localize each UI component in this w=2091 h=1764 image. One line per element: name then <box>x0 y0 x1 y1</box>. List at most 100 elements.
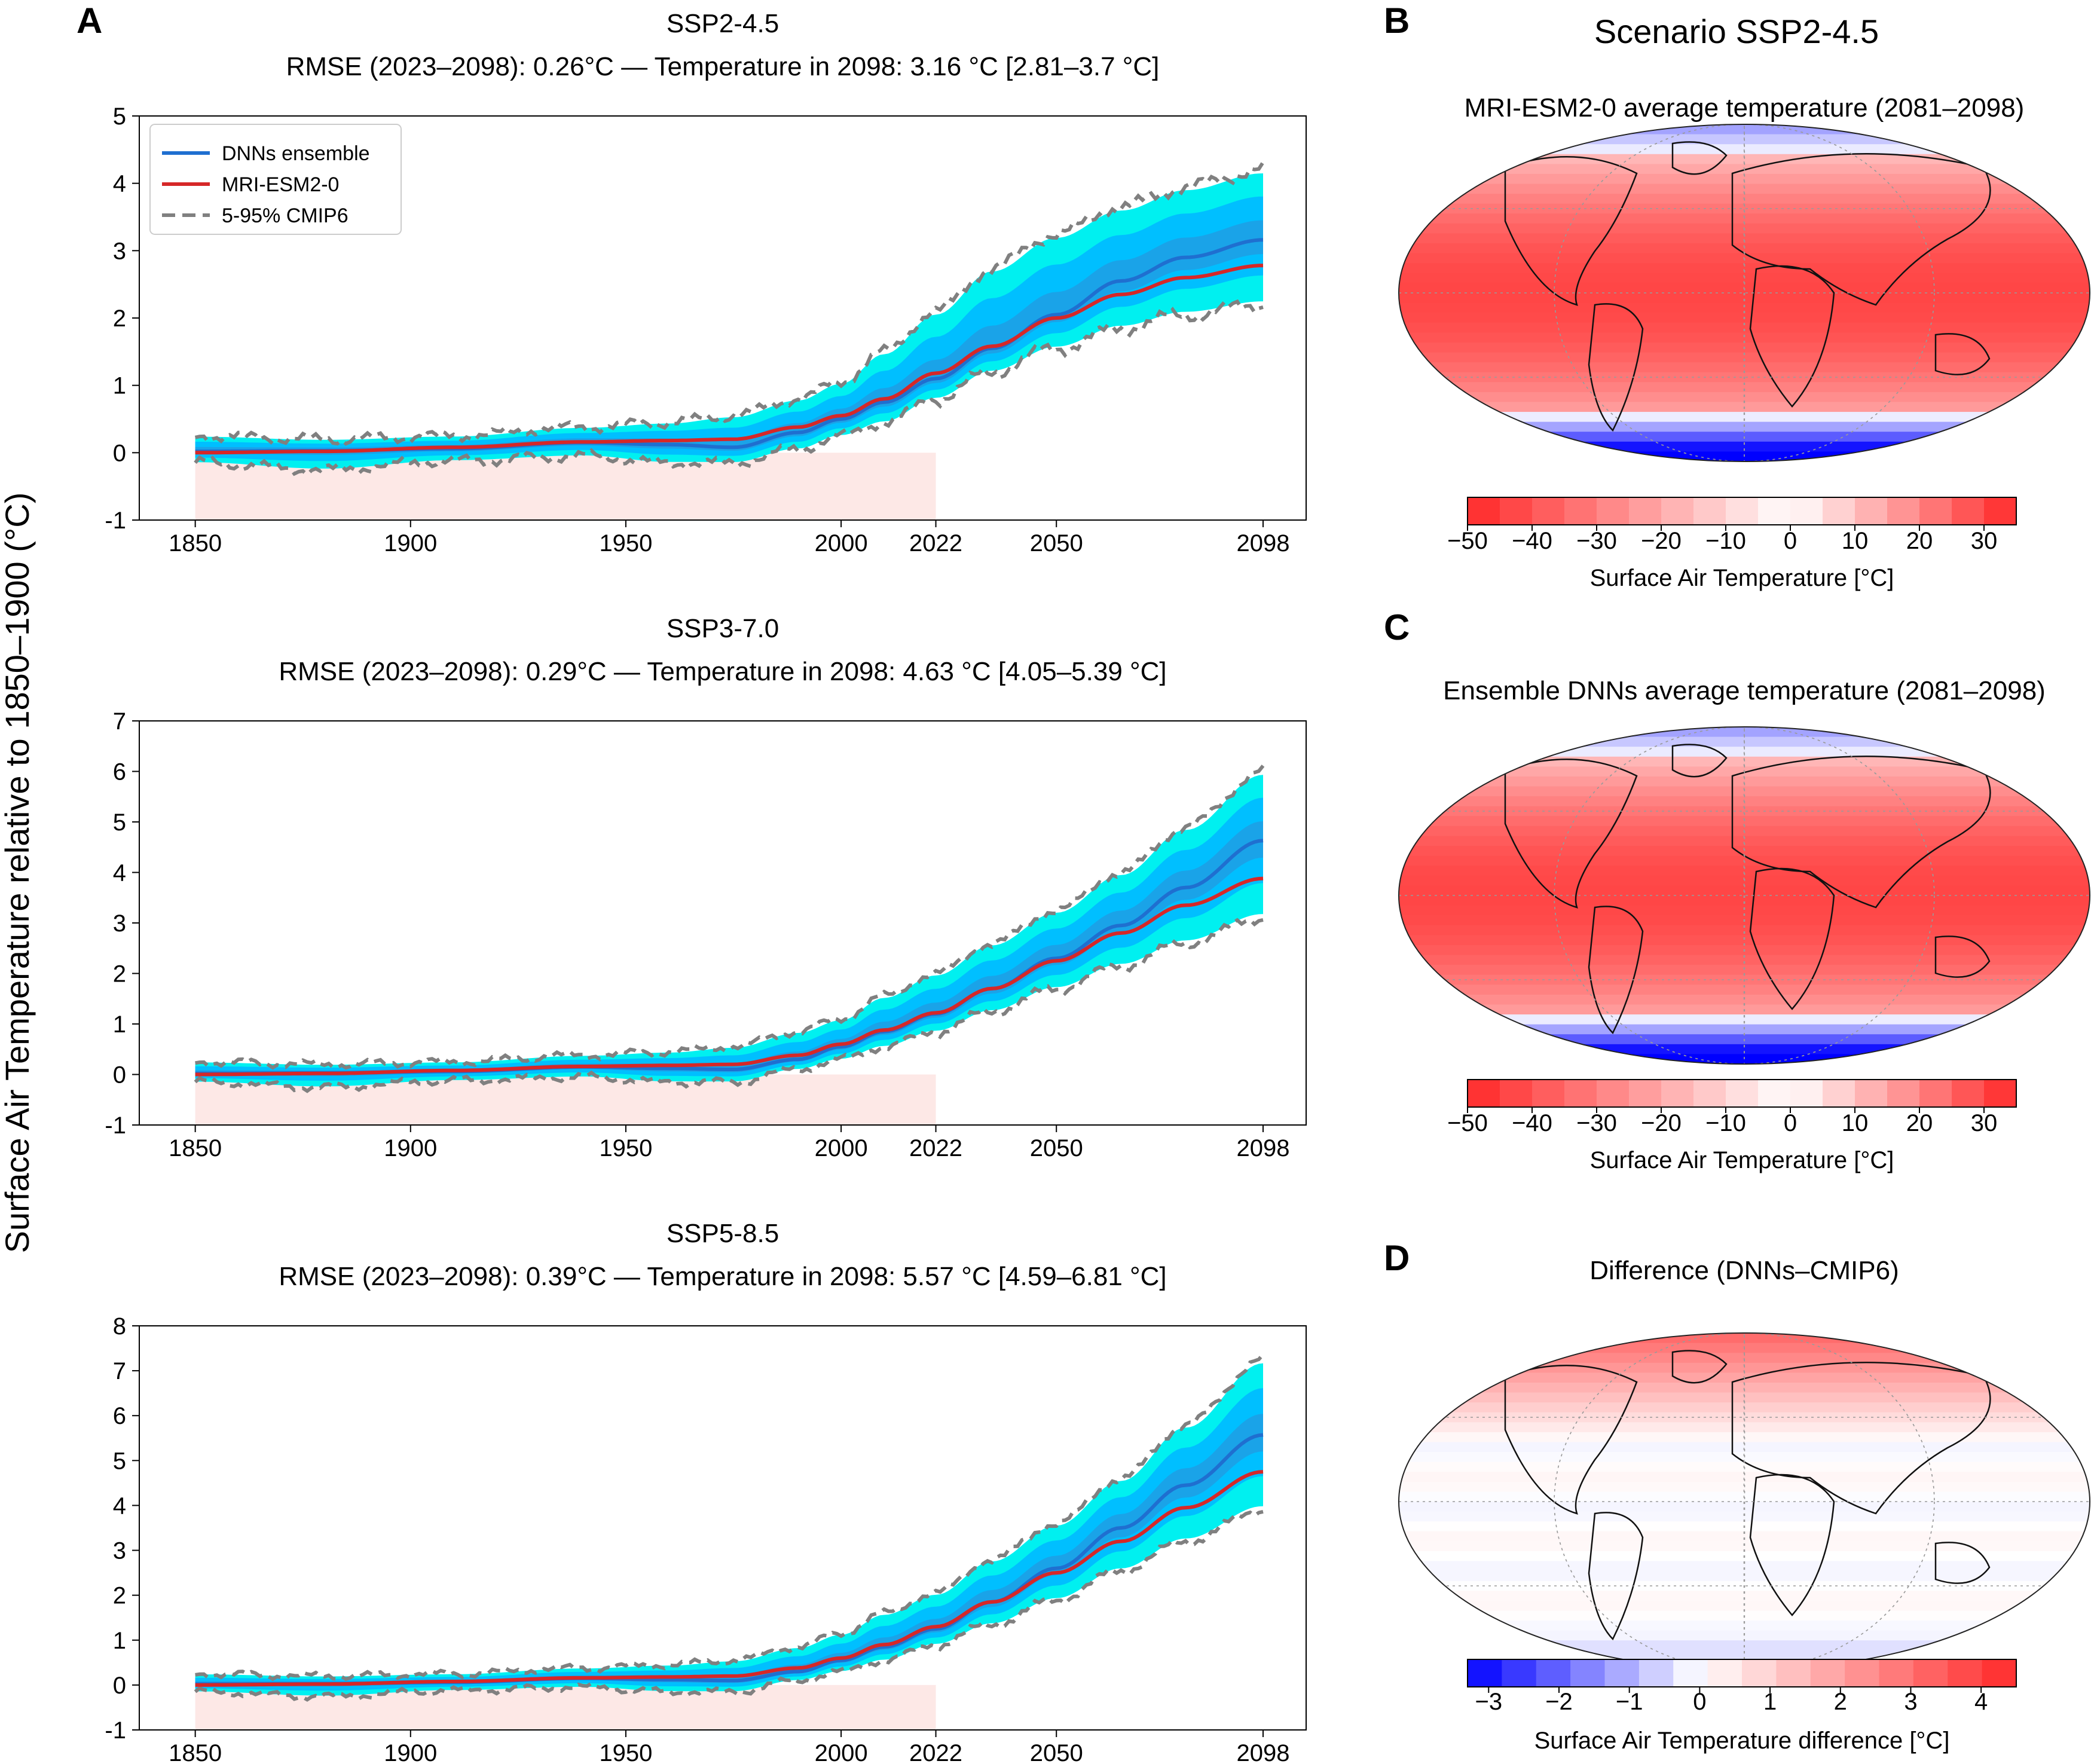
map-lat-band <box>1399 1630 2090 1641</box>
continent-outline <box>1749 265 1835 408</box>
colorbar-cell <box>1855 497 1888 525</box>
panel-letter-c: C <box>1384 607 1410 647</box>
map-lat-band <box>1399 895 2090 906</box>
colorbar-label: Surface Air Temperature [°C] <box>1590 1147 1894 1173</box>
plot-frame <box>139 1325 1307 1731</box>
colorbar-cell <box>1758 1080 1791 1107</box>
x-tick-label: 1950 <box>599 1135 652 1161</box>
y-tick-label: -1 <box>105 508 126 534</box>
legend-model-label: MRI-ESM2-0 <box>222 173 339 196</box>
colorbar-tick-label: 4 <box>1974 1689 1988 1715</box>
colorbar-cell <box>1673 1659 1708 1687</box>
map-lat-band <box>1399 1422 2090 1433</box>
colorbar-tick-label: 10 <box>1842 528 1869 554</box>
x-tick-label: 2098 <box>1236 1740 1289 1764</box>
y-tick-label: 2 <box>113 305 126 332</box>
map-lat-band <box>1399 392 2090 403</box>
continent-outline <box>1731 756 1991 909</box>
x-tick-label: 2022 <box>909 530 962 557</box>
y-tick-label: 4 <box>113 860 126 886</box>
colorbar-tick-label: −50 <box>1447 1110 1488 1136</box>
colorbar-cell <box>1855 1080 1888 1107</box>
y-tick-label: 8 <box>113 1313 126 1340</box>
colorbar-tick-label: 20 <box>1906 1110 1933 1136</box>
map-lat-band <box>1399 1621 2090 1631</box>
map-difference: Difference (DNNs–CMIP6) −3 −2 −1 0 1 2 3 4 Surfac… <box>1398 1256 2090 1754</box>
map-lat-band <box>1399 362 2090 373</box>
continent-outline <box>1588 303 1644 432</box>
map-lat-band <box>1399 1600 2090 1612</box>
colorbar-frame <box>1467 1659 2017 1687</box>
map-lat-band <box>1399 816 2090 827</box>
map-lat-band <box>1399 1571 2090 1582</box>
y-tick-label: 7 <box>113 708 126 735</box>
colorbar-cell <box>1500 497 1533 525</box>
y-tick-label: 0 <box>113 1062 126 1089</box>
chart-title: SSP2-4.5 <box>667 9 779 38</box>
colorbar-cell <box>1597 1080 1630 1107</box>
map-title: MRI-ESM2-0 average temperature (2081–209… <box>1465 93 2025 123</box>
continent-outline <box>1749 867 1835 1010</box>
colorbar-tick-label: −20 <box>1641 528 1682 554</box>
colorbar-cell <box>1629 1080 1662 1107</box>
colorbar-tick-label: 30 <box>1971 1110 1998 1136</box>
map-lat-band <box>1399 203 2090 215</box>
colorbar-tick-label: 1 <box>1763 1689 1777 1715</box>
x-tick-label: 2000 <box>815 1740 868 1764</box>
colorbar-tick-label: 2 <box>1834 1689 1847 1715</box>
chart-subtitle: RMSE (2023–2098): 0.26°C — Temperature i… <box>286 52 1160 81</box>
map-lat-band <box>1399 1561 2090 1572</box>
x-tick-label: 2098 <box>1236 1135 1289 1161</box>
x-tick-label: 1850 <box>169 1135 222 1161</box>
colorbar-cell <box>1919 1080 1952 1107</box>
map-lat-band <box>1399 173 2090 185</box>
cmip-lower-bound <box>194 299 1264 478</box>
colorbar-cell <box>1726 1080 1759 1107</box>
colorbar-tick-label: 20 <box>1906 528 1933 554</box>
colorbar-tick-label: 10 <box>1842 1110 1869 1136</box>
y-tick-label: 0 <box>113 1673 126 1699</box>
chart-subtitle: RMSE (2023–2098): 0.39°C — Temperature i… <box>279 1262 1166 1291</box>
x-tick-label: 1950 <box>599 530 652 557</box>
y-tick-label: 1 <box>113 1628 126 1654</box>
x-tick-label: 1900 <box>384 530 437 557</box>
chart-title: SSP5-8.5 <box>667 1219 779 1248</box>
x-tick-label: 2098 <box>1236 530 1289 557</box>
colorbar-cell <box>1570 1659 1606 1687</box>
colorbar-frame <box>1467 1079 2017 1108</box>
map-body <box>1399 727 2090 1064</box>
continent-outline <box>1671 141 1728 175</box>
x-tick-label: 2022 <box>909 1135 962 1161</box>
colorbar-cell <box>1532 497 1565 525</box>
y-tick-label: 3 <box>113 238 126 264</box>
map-border <box>1398 124 2090 462</box>
legend-box <box>149 124 402 235</box>
map-lat-band <box>1399 1024 2090 1035</box>
map-lat-band <box>1399 213 2090 224</box>
colorbar-cell <box>1707 1659 1742 1687</box>
colorbar-cell <box>1500 1080 1533 1107</box>
chart-ssp370: SSP3-7.0 RMSE (2023–2098): 0.29°C — Tempe… <box>105 614 1307 1161</box>
colorbar-cell <box>1468 1080 1500 1107</box>
y-tick-label: 5 <box>113 103 126 130</box>
map-lat-band <box>1399 1382 2090 1393</box>
map-dnn-ensemble: Ensemble DNNs average temperature (2081–… <box>1398 676 2090 1173</box>
colorbar-cell <box>1952 497 1985 525</box>
colorbar-cell <box>1982 1659 2017 1687</box>
colorbar-cell <box>1468 497 1500 525</box>
colorbar-cell <box>1919 497 1952 525</box>
colorbar-tick-label: 0 <box>1784 1110 1797 1136</box>
map-lat-band <box>1399 994 2090 1005</box>
colorbar-label: Surface Air Temperature [°C] <box>1590 565 1894 591</box>
map-lat-band <box>1399 786 2090 797</box>
map-lat-band <box>1399 935 2090 946</box>
x-tick-label: 2050 <box>1030 530 1083 557</box>
continent-outline <box>1588 1512 1644 1641</box>
y-tick-label: 6 <box>113 1403 126 1429</box>
y-tick-label: 6 <box>113 759 126 785</box>
map-lat-band <box>1399 293 2090 304</box>
colorbar-cell <box>1564 497 1597 525</box>
colorbar-cell <box>1887 497 1920 525</box>
map-border <box>1398 726 2090 1065</box>
